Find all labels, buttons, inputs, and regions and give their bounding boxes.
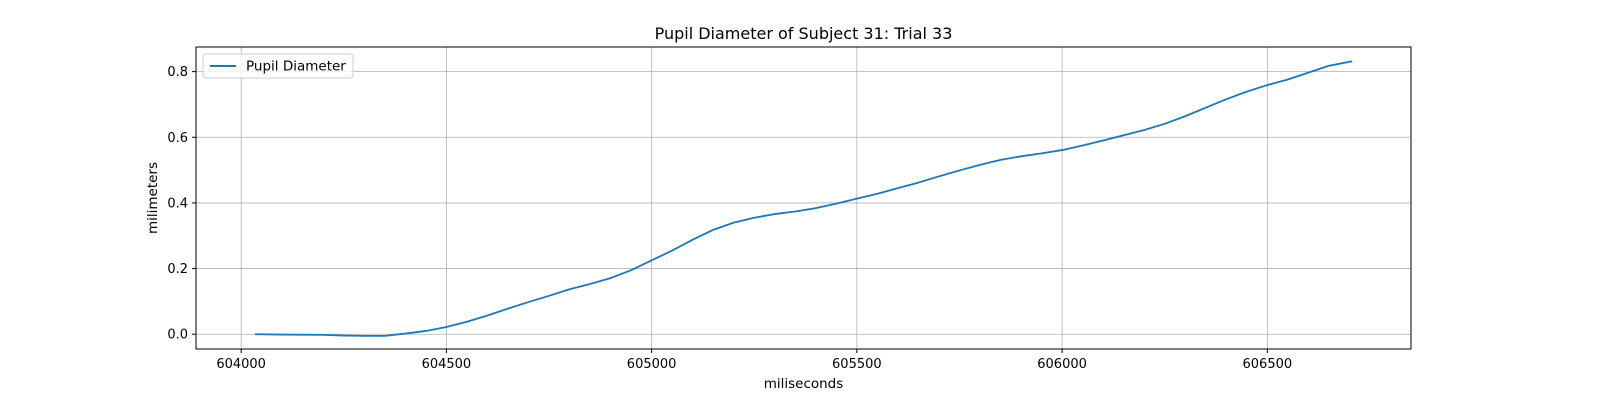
legend: Pupil Diameter bbox=[202, 53, 354, 79]
x-tick-label: 604000 bbox=[216, 357, 266, 372]
chart-title: Pupil Diameter of Subject 31: Trial 33 bbox=[655, 24, 953, 43]
series-line-pupil-diameter bbox=[254, 60, 1353, 337]
x-tick-label: 605500 bbox=[832, 357, 882, 372]
x-tick-label: 606500 bbox=[1243, 357, 1293, 372]
y-tick-label: 0.0 bbox=[167, 328, 188, 343]
x-axis-ticks: 604000 604500 605000 605500 606000 606500 bbox=[216, 349, 1292, 372]
grid-lines bbox=[196, 47, 1411, 349]
plot-area bbox=[254, 60, 1353, 337]
y-tick-label: 0.8 bbox=[167, 65, 188, 80]
y-tick-label: 0.6 bbox=[167, 131, 188, 146]
y-axis-label: milimeters bbox=[145, 162, 161, 234]
legend-label-pupil-diameter: Pupil Diameter bbox=[246, 59, 346, 75]
x-tick-label: 604500 bbox=[422, 357, 472, 372]
y-axis-ticks: 0.0 0.2 0.4 0.6 0.8 bbox=[167, 65, 196, 343]
legend-box bbox=[202, 53, 354, 79]
y-tick-label: 0.2 bbox=[167, 262, 188, 277]
axes-frame bbox=[195, 46, 1412, 350]
x-tick-label: 605000 bbox=[627, 357, 677, 372]
y-tick-label: 0.4 bbox=[167, 196, 188, 211]
x-axis-label: miliseconds bbox=[764, 376, 844, 392]
x-tick-label: 606000 bbox=[1037, 357, 1087, 372]
